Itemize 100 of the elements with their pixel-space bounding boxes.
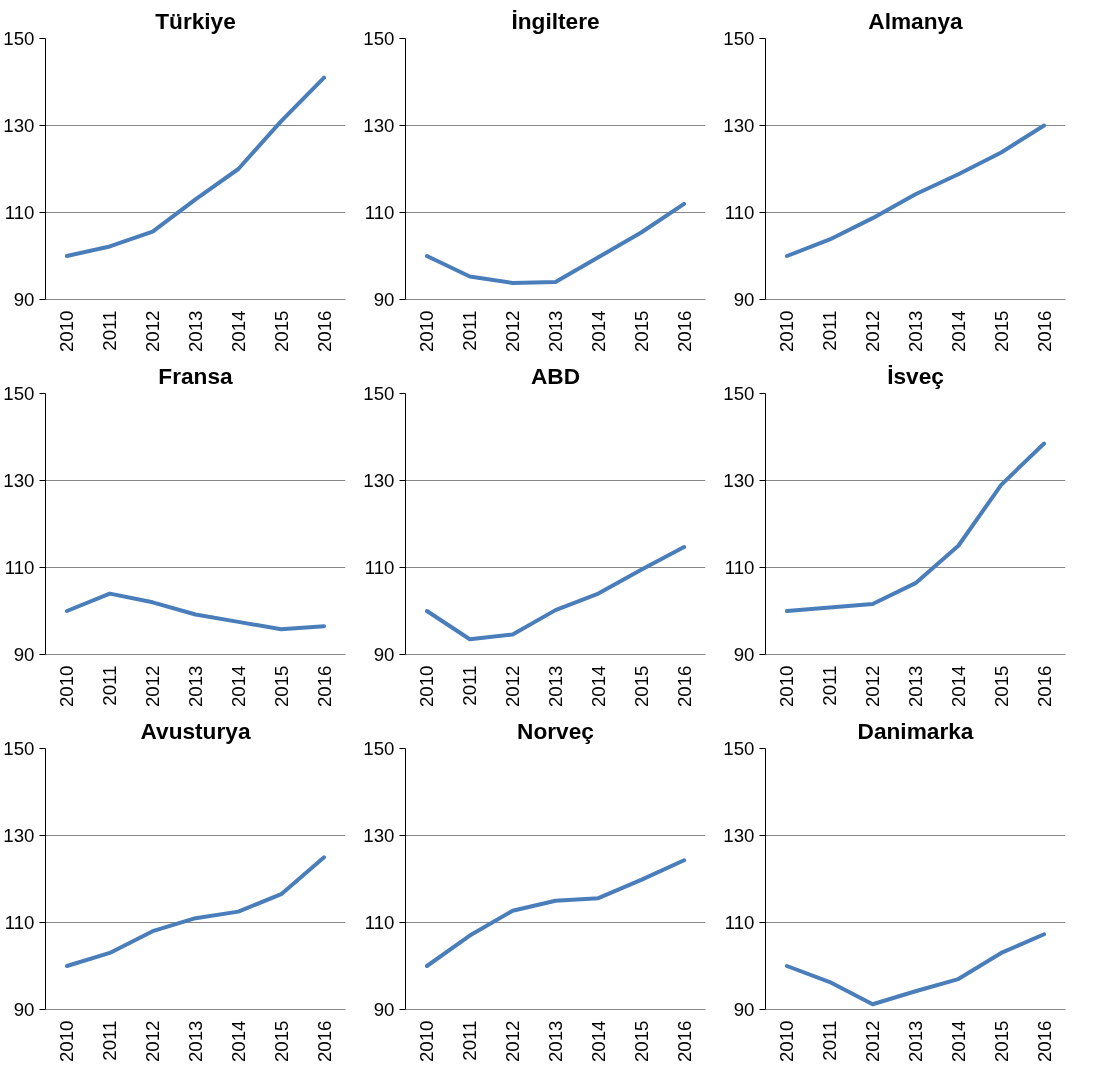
line-series [424, 201, 687, 285]
x-tick-label: 2014 [947, 310, 969, 352]
y-tick-label: 150 [723, 383, 755, 404]
y-tick-label: 90 [13, 289, 35, 310]
y-tick-label: 150 [723, 738, 755, 759]
x-tick-label: 2010 [56, 310, 78, 352]
x-tick-label: 2012 [502, 665, 524, 707]
y-tick-label: 130 [363, 825, 395, 846]
x-tick-label: 2016 [673, 310, 695, 352]
y-tick-label: 130 [3, 825, 35, 846]
x-tick-label: 2013 [545, 310, 566, 352]
y-tick-label: 110 [4, 912, 35, 933]
y-tick-label: 130 [723, 825, 755, 846]
y-tick-label: 110 [724, 557, 755, 578]
line-series [64, 75, 327, 258]
x-tick-label: 2014 [587, 1020, 609, 1062]
chart-title: Almanya [868, 7, 964, 34]
chart-title: Danimarka [857, 717, 974, 744]
y-tick-label: 150 [363, 383, 395, 404]
x-tick-label: 2015 [990, 665, 1012, 707]
x-tick-label: 2016 [1033, 310, 1055, 352]
y-tick-label: 110 [364, 912, 395, 933]
y-tick-label: 150 [363, 738, 395, 759]
y-tick-label: 90 [733, 289, 755, 310]
line-series [424, 858, 687, 968]
x-tick-label: 2012 [862, 1020, 884, 1062]
y-tick-label: 110 [724, 912, 755, 933]
x-tick-label: 2016 [673, 1020, 695, 1062]
y-tick-label: 110 [4, 557, 35, 578]
line-series [784, 441, 1047, 613]
x-tick-label: 2010 [416, 310, 438, 352]
x-tick-label: 2015 [270, 665, 292, 707]
y-tick-label: 130 [723, 470, 755, 491]
y-tick-label: 90 [733, 644, 755, 665]
y-tick-label: 130 [363, 470, 395, 491]
x-tick-label: 2011 [819, 1020, 841, 1061]
y-tick-label: 90 [373, 289, 395, 310]
chart-title: Norveç [517, 717, 594, 744]
chart-title: İngiltere [511, 7, 600, 34]
y-tick-label: 110 [724, 202, 755, 223]
x-tick-label: 2016 [1033, 1020, 1055, 1062]
y-tick-label: 110 [364, 557, 395, 578]
x-tick-label: 2011 [459, 665, 481, 706]
x-tick-label: 2011 [459, 310, 481, 351]
x-tick-label: 2013 [185, 665, 206, 707]
x-tick-label: 2014 [227, 310, 249, 352]
y-tick-label: 150 [3, 383, 35, 404]
x-tick-label: 2010 [776, 310, 798, 352]
chart-title: ABD [530, 362, 581, 389]
x-tick-label: 2012 [862, 665, 884, 707]
x-tick-label: 2015 [630, 1020, 652, 1062]
x-tick-label: 2015 [270, 1020, 292, 1062]
x-tick-label: 2012 [142, 310, 164, 352]
y-tick-label: 90 [733, 999, 755, 1020]
x-tick-label: 2014 [587, 310, 609, 352]
y-tick-label: 150 [3, 28, 35, 49]
x-tick-label: 2013 [545, 1020, 566, 1062]
y-tick-label: 110 [4, 202, 35, 223]
x-tick-label: 2010 [776, 665, 798, 707]
x-tick-label: 2016 [313, 310, 335, 352]
line-series [784, 123, 1047, 258]
x-tick-label: 2013 [185, 310, 206, 352]
x-tick-label: 2012 [142, 1020, 164, 1062]
x-tick-label: 2013 [905, 665, 926, 707]
x-tick-label: 2010 [416, 1020, 438, 1062]
x-tick-label: 2013 [905, 310, 926, 352]
x-tick-label: 2015 [270, 310, 292, 352]
x-tick-label: 2011 [819, 310, 841, 351]
x-tick-label: 2016 [313, 1020, 335, 1062]
x-tick-label: 2012 [862, 310, 884, 352]
y-tick-label: 130 [723, 115, 755, 136]
x-tick-label: 2016 [673, 665, 695, 707]
line-series [784, 932, 1047, 1007]
x-tick-label: 2016 [313, 665, 335, 707]
line-series [64, 591, 327, 632]
y-tick-label: 90 [13, 999, 35, 1020]
chart-title: Türkiye [155, 7, 236, 34]
x-tick-label: 2015 [990, 1020, 1012, 1062]
x-tick-label: 2011 [459, 1020, 481, 1061]
x-tick-label: 2011 [819, 665, 841, 706]
y-tick-label: 150 [3, 738, 35, 759]
chart-title: Avusturya [140, 717, 251, 744]
x-tick-label: 2011 [99, 1020, 121, 1061]
y-tick-label: 130 [3, 470, 35, 491]
y-tick-label: 90 [373, 644, 395, 665]
y-tick-label: 150 [723, 28, 755, 49]
line-series [64, 855, 327, 968]
x-tick-label: 2013 [905, 1020, 926, 1062]
x-tick-label: 2010 [56, 1020, 78, 1062]
chart-title: Fransa [158, 362, 234, 389]
x-tick-label: 2011 [99, 665, 121, 706]
x-tick-label: 2014 [947, 665, 969, 707]
x-tick-label: 2014 [947, 1020, 969, 1062]
x-tick-label: 2015 [630, 665, 652, 707]
x-tick-label: 2010 [56, 665, 78, 707]
x-tick-label: 2011 [99, 310, 121, 351]
x-tick-label: 2015 [630, 310, 652, 352]
y-tick-label: 110 [364, 202, 395, 223]
x-tick-label: 2012 [502, 310, 524, 352]
y-tick-label: 130 [3, 115, 35, 136]
